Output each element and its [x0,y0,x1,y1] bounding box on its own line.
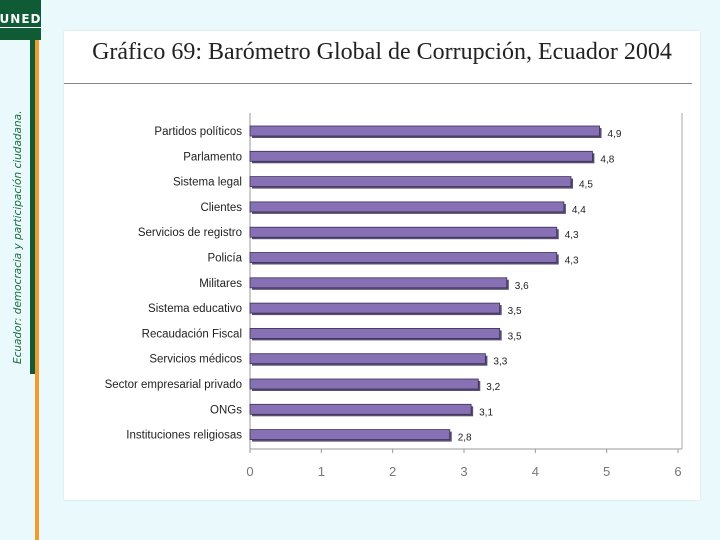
bar [249,125,600,137]
orange-vertical-rule [35,40,39,540]
category-label: Parlamento [183,151,242,163]
value-label: 3,1 [479,407,493,418]
value-label: 4,3 [565,256,579,267]
category-label: Policía [207,253,242,265]
value-label: 3,5 [508,306,522,317]
x-tick-label: 5 [603,464,610,479]
x-tick-label: 3 [460,464,467,479]
chart-panel: Gráfico 69: Barómetro Global de Corrupci… [64,31,700,500]
uned-logo: UNED [0,0,44,40]
value-label: 3,5 [508,331,522,342]
x-tick-label: 6 [674,464,681,479]
category-label: Recaudación Fiscal [142,328,242,340]
x-tick-label: 1 [318,464,325,479]
logo-text: UNED [0,12,44,28]
x-tick-label: 2 [389,464,396,479]
bar [249,378,479,390]
category-label: ONGs [210,404,242,416]
category-label: Servicios de registro [138,227,242,239]
side-title: Ecuador: democracia y participación ciud… [12,110,24,364]
value-label: 4,8 [600,154,614,165]
category-label: Clientes [200,202,242,214]
bar [249,226,558,238]
bar [249,353,486,365]
value-label: 3,2 [486,382,500,393]
bar [249,302,501,314]
bar [249,176,572,188]
bar [249,277,508,289]
bar [249,429,451,441]
value-label: 4,5 [579,180,593,191]
value-label: 4,4 [572,205,586,216]
category-label: Instituciones religiosas [126,430,242,442]
bar-chart: Partidos políticos Parlamento Sistema lega… [105,113,683,479]
value-label: 3,6 [515,281,529,292]
category-label: Sector empresarial privado [105,379,242,391]
chart-title: Gráfico 69: Barómetro Global de Corrupci… [92,39,672,65]
x-tick-label: 4 [532,464,539,479]
category-label: Partidos políticos [154,126,242,138]
category-label: Sistema legal [173,177,242,189]
x-tick-label: 0 [246,464,253,479]
bar [249,201,565,213]
bar [249,150,593,162]
bar [249,252,558,263]
category-label: Sistema educativo [148,303,242,315]
value-label: 3,3 [493,357,507,368]
title-rule [64,83,692,84]
bar [249,403,472,415]
value-label: 4,9 [608,129,622,140]
value-label: 2,8 [458,433,472,444]
bar [249,327,501,339]
category-label: Servicios médicos [149,354,242,366]
category-label: Militares [199,278,242,290]
green-vertical-rule [30,40,35,374]
value-label: 4,3 [565,230,579,241]
